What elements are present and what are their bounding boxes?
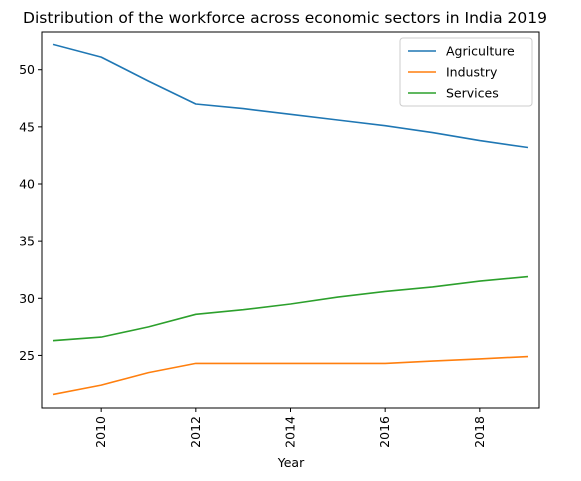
series-lines	[52, 43, 529, 396]
series-line-services	[52, 275, 529, 342]
y-tick-label: 25	[19, 348, 35, 363]
chart-title: Distribution of the workforce across eco…	[23, 9, 547, 27]
y-tick-label: 40	[19, 177, 35, 192]
legend-label-agriculture: Agriculture	[446, 44, 515, 59]
x-tick-label: 2018	[472, 416, 487, 448]
x-tick-label: 2012	[188, 416, 203, 448]
legend-label-services: Services	[446, 86, 499, 101]
y-tick-label: 50	[19, 62, 35, 77]
y-tick-label: 45	[19, 119, 35, 134]
x-tick-label: 2014	[283, 416, 298, 448]
y-tick-label: 35	[19, 234, 35, 249]
series-line-industry	[52, 355, 529, 396]
x-axis: 2010 2012 2014 2016 2018	[93, 408, 487, 448]
x-tick-label: 2016	[377, 416, 392, 448]
legend-label-industry: Industry	[446, 65, 498, 80]
series-line-agriculture	[52, 43, 529, 149]
legend-box	[399, 37, 533, 107]
legend: Agriculture Industry Services	[399, 37, 533, 107]
x-axis-label: Year	[277, 455, 305, 470]
y-axis: 25 30 35 40 45 50	[19, 62, 42, 363]
y-tick-label: 30	[19, 291, 35, 306]
x-tick-label: 2010	[93, 416, 108, 448]
